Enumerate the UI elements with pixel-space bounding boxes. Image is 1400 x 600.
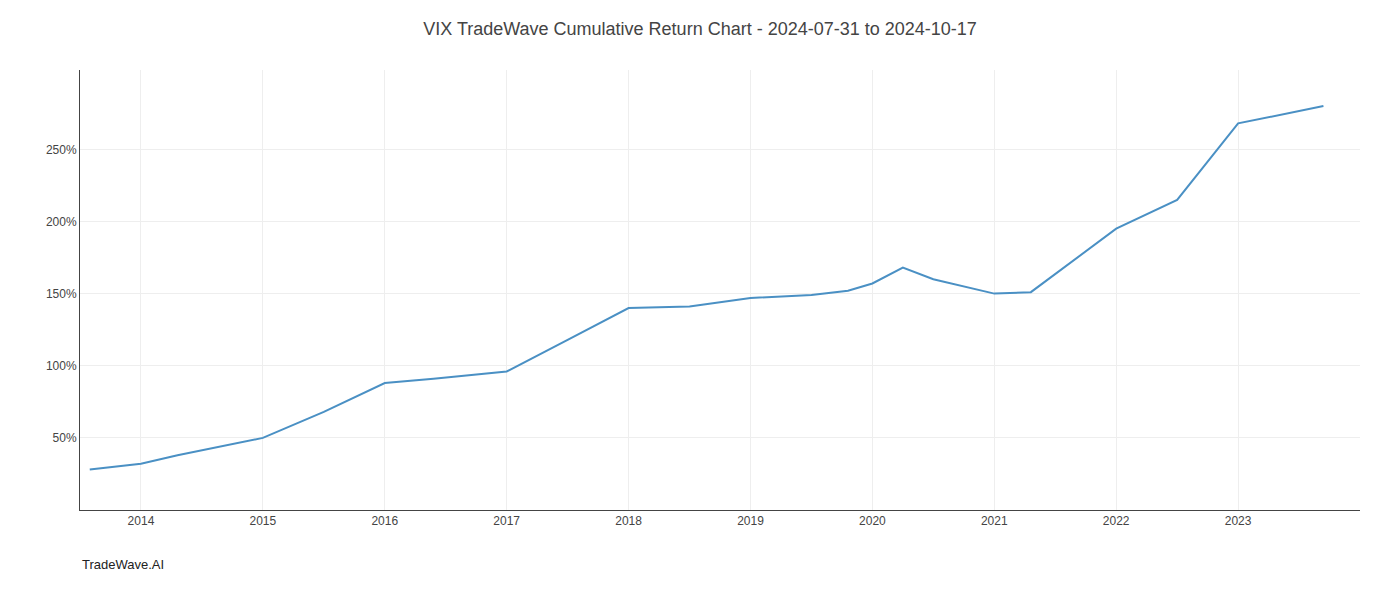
svg-text:100%: 100%: [46, 359, 77, 373]
svg-text:2019: 2019: [737, 514, 764, 528]
svg-text:2015: 2015: [250, 514, 277, 528]
svg-text:VIX TradeWave Cumulative Retur: VIX TradeWave Cumulative Return Chart - …: [423, 19, 977, 39]
svg-text:2016: 2016: [371, 514, 398, 528]
svg-text:2020: 2020: [859, 514, 886, 528]
svg-text:150%: 150%: [46, 287, 77, 301]
svg-text:2017: 2017: [493, 514, 520, 528]
svg-text:50%: 50%: [53, 431, 77, 445]
svg-text:2018: 2018: [615, 514, 642, 528]
svg-text:2021: 2021: [981, 514, 1008, 528]
svg-text:250%: 250%: [46, 143, 77, 157]
svg-text:TradeWave.AI: TradeWave.AI: [82, 557, 164, 572]
svg-text:2022: 2022: [1103, 514, 1130, 528]
svg-text:2023: 2023: [1225, 514, 1252, 528]
svg-text:200%: 200%: [46, 215, 77, 229]
svg-text:2014: 2014: [128, 514, 155, 528]
